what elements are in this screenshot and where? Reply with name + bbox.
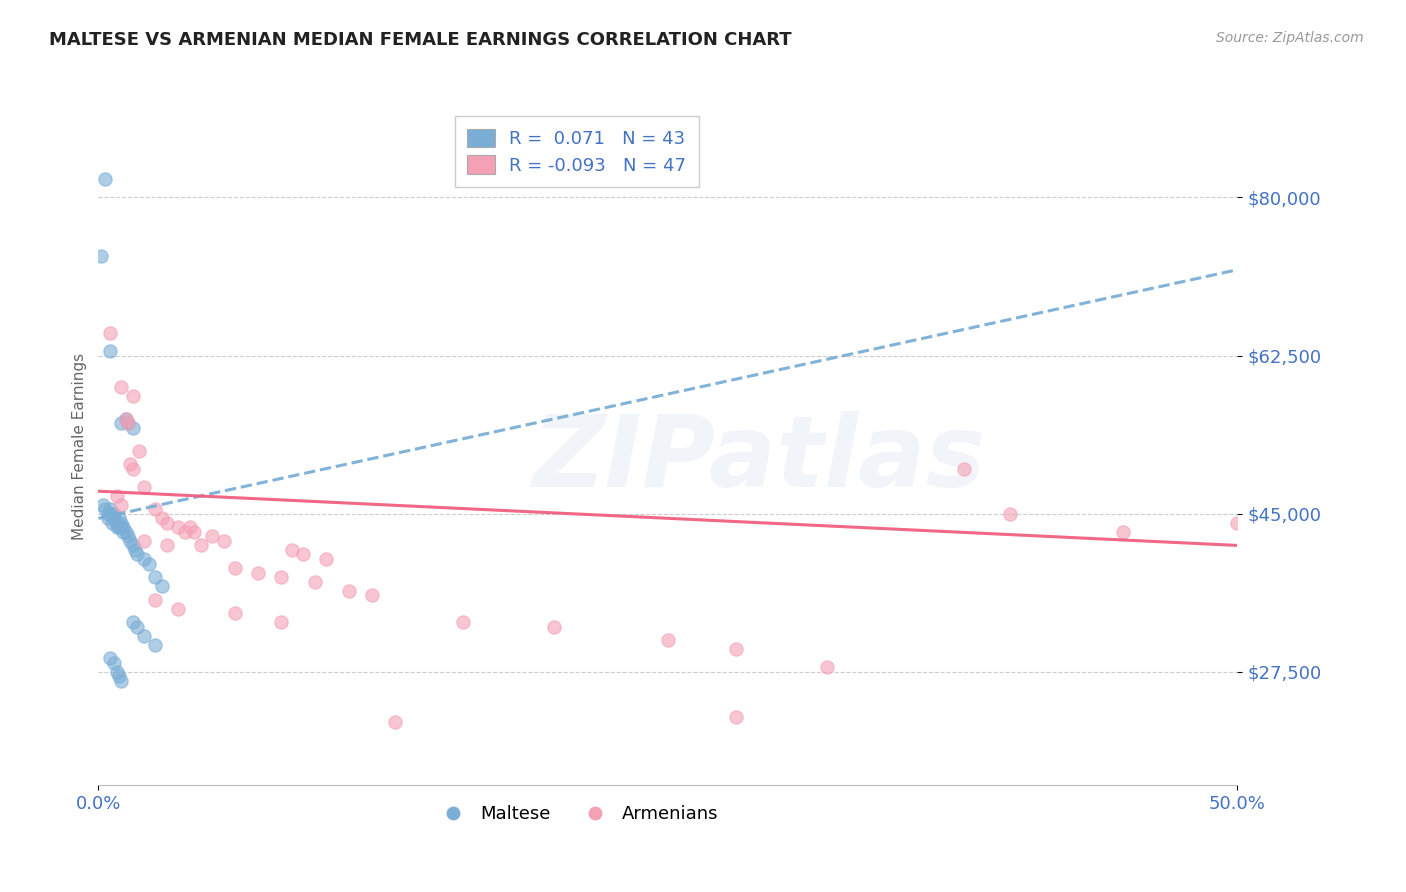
Point [150,511,173,525]
Point [815,660,838,674]
Point [124,543,146,558]
Point [145,570,167,584]
Point [156,538,179,552]
Point [132,533,155,548]
Point [281,543,304,558]
Point [1226,516,1249,530]
Point [103,656,125,670]
Point [114,412,136,426]
Point [337,583,360,598]
Point [128,443,150,458]
Point [145,502,167,516]
Point [94,502,117,516]
Point [132,552,155,566]
Point [112,524,135,539]
Point [167,520,190,534]
Point [117,417,139,431]
Point [315,552,337,566]
Point [91,498,114,512]
Point [98,651,121,665]
Point [121,461,143,475]
Point [145,638,167,652]
Point [98,326,121,340]
Point [190,538,212,552]
Point [114,412,136,426]
Point [212,533,235,548]
Point [246,566,269,580]
Point [110,417,132,431]
Point [174,524,197,539]
Point [292,548,315,562]
Point [98,502,121,516]
Point [201,529,224,543]
Point [108,669,131,683]
Point [360,588,382,602]
Point [108,520,131,534]
Point [121,538,143,552]
Point [998,507,1021,521]
Text: ZIPatlas: ZIPatlas [533,411,986,508]
Point [725,710,748,724]
Point [167,601,190,615]
Point [101,507,124,521]
Point [96,511,118,525]
Point [156,516,179,530]
Point [138,557,160,571]
Point [103,511,125,525]
Point [94,172,117,186]
Point [183,524,205,539]
Point [98,344,121,359]
Point [657,633,679,648]
Point [543,620,565,634]
Point [105,489,128,503]
Point [110,516,132,530]
Point [121,389,143,403]
Point [105,665,128,679]
Text: MALTESE VS ARMENIAN MEDIAN FEMALE EARNINGS CORRELATION CHART: MALTESE VS ARMENIAN MEDIAN FEMALE EARNIN… [49,31,792,49]
Y-axis label: Median Female Earnings: Median Female Earnings [72,352,87,540]
Point [90,249,112,263]
Point [101,516,124,530]
Point [127,548,149,562]
Point [145,592,167,607]
Point [270,570,292,584]
Point [110,673,132,688]
Point [224,606,246,620]
Point [121,615,143,630]
Point [224,561,246,575]
Point [117,529,139,543]
Point [105,520,128,534]
Point [1112,524,1135,539]
Legend: Maltese, Armenians: Maltese, Armenians [427,797,725,830]
Point [96,507,118,521]
Point [270,615,292,630]
Point [121,421,143,435]
Point [150,579,173,593]
Point [451,615,474,630]
Point [112,520,135,534]
Point [953,461,976,475]
Point [110,380,132,394]
Point [725,642,748,657]
Point [120,533,142,548]
Point [105,516,128,530]
Point [127,620,149,634]
Point [114,524,136,539]
Point [110,498,132,512]
Point [103,507,125,521]
Point [110,520,132,534]
Point [132,629,155,643]
Point [304,574,326,589]
Point [179,520,201,534]
Text: Source: ZipAtlas.com: Source: ZipAtlas.com [1216,31,1364,45]
Point [108,511,131,525]
Point [117,417,139,431]
Point [120,457,142,471]
Point [384,714,406,729]
Point [132,480,155,494]
